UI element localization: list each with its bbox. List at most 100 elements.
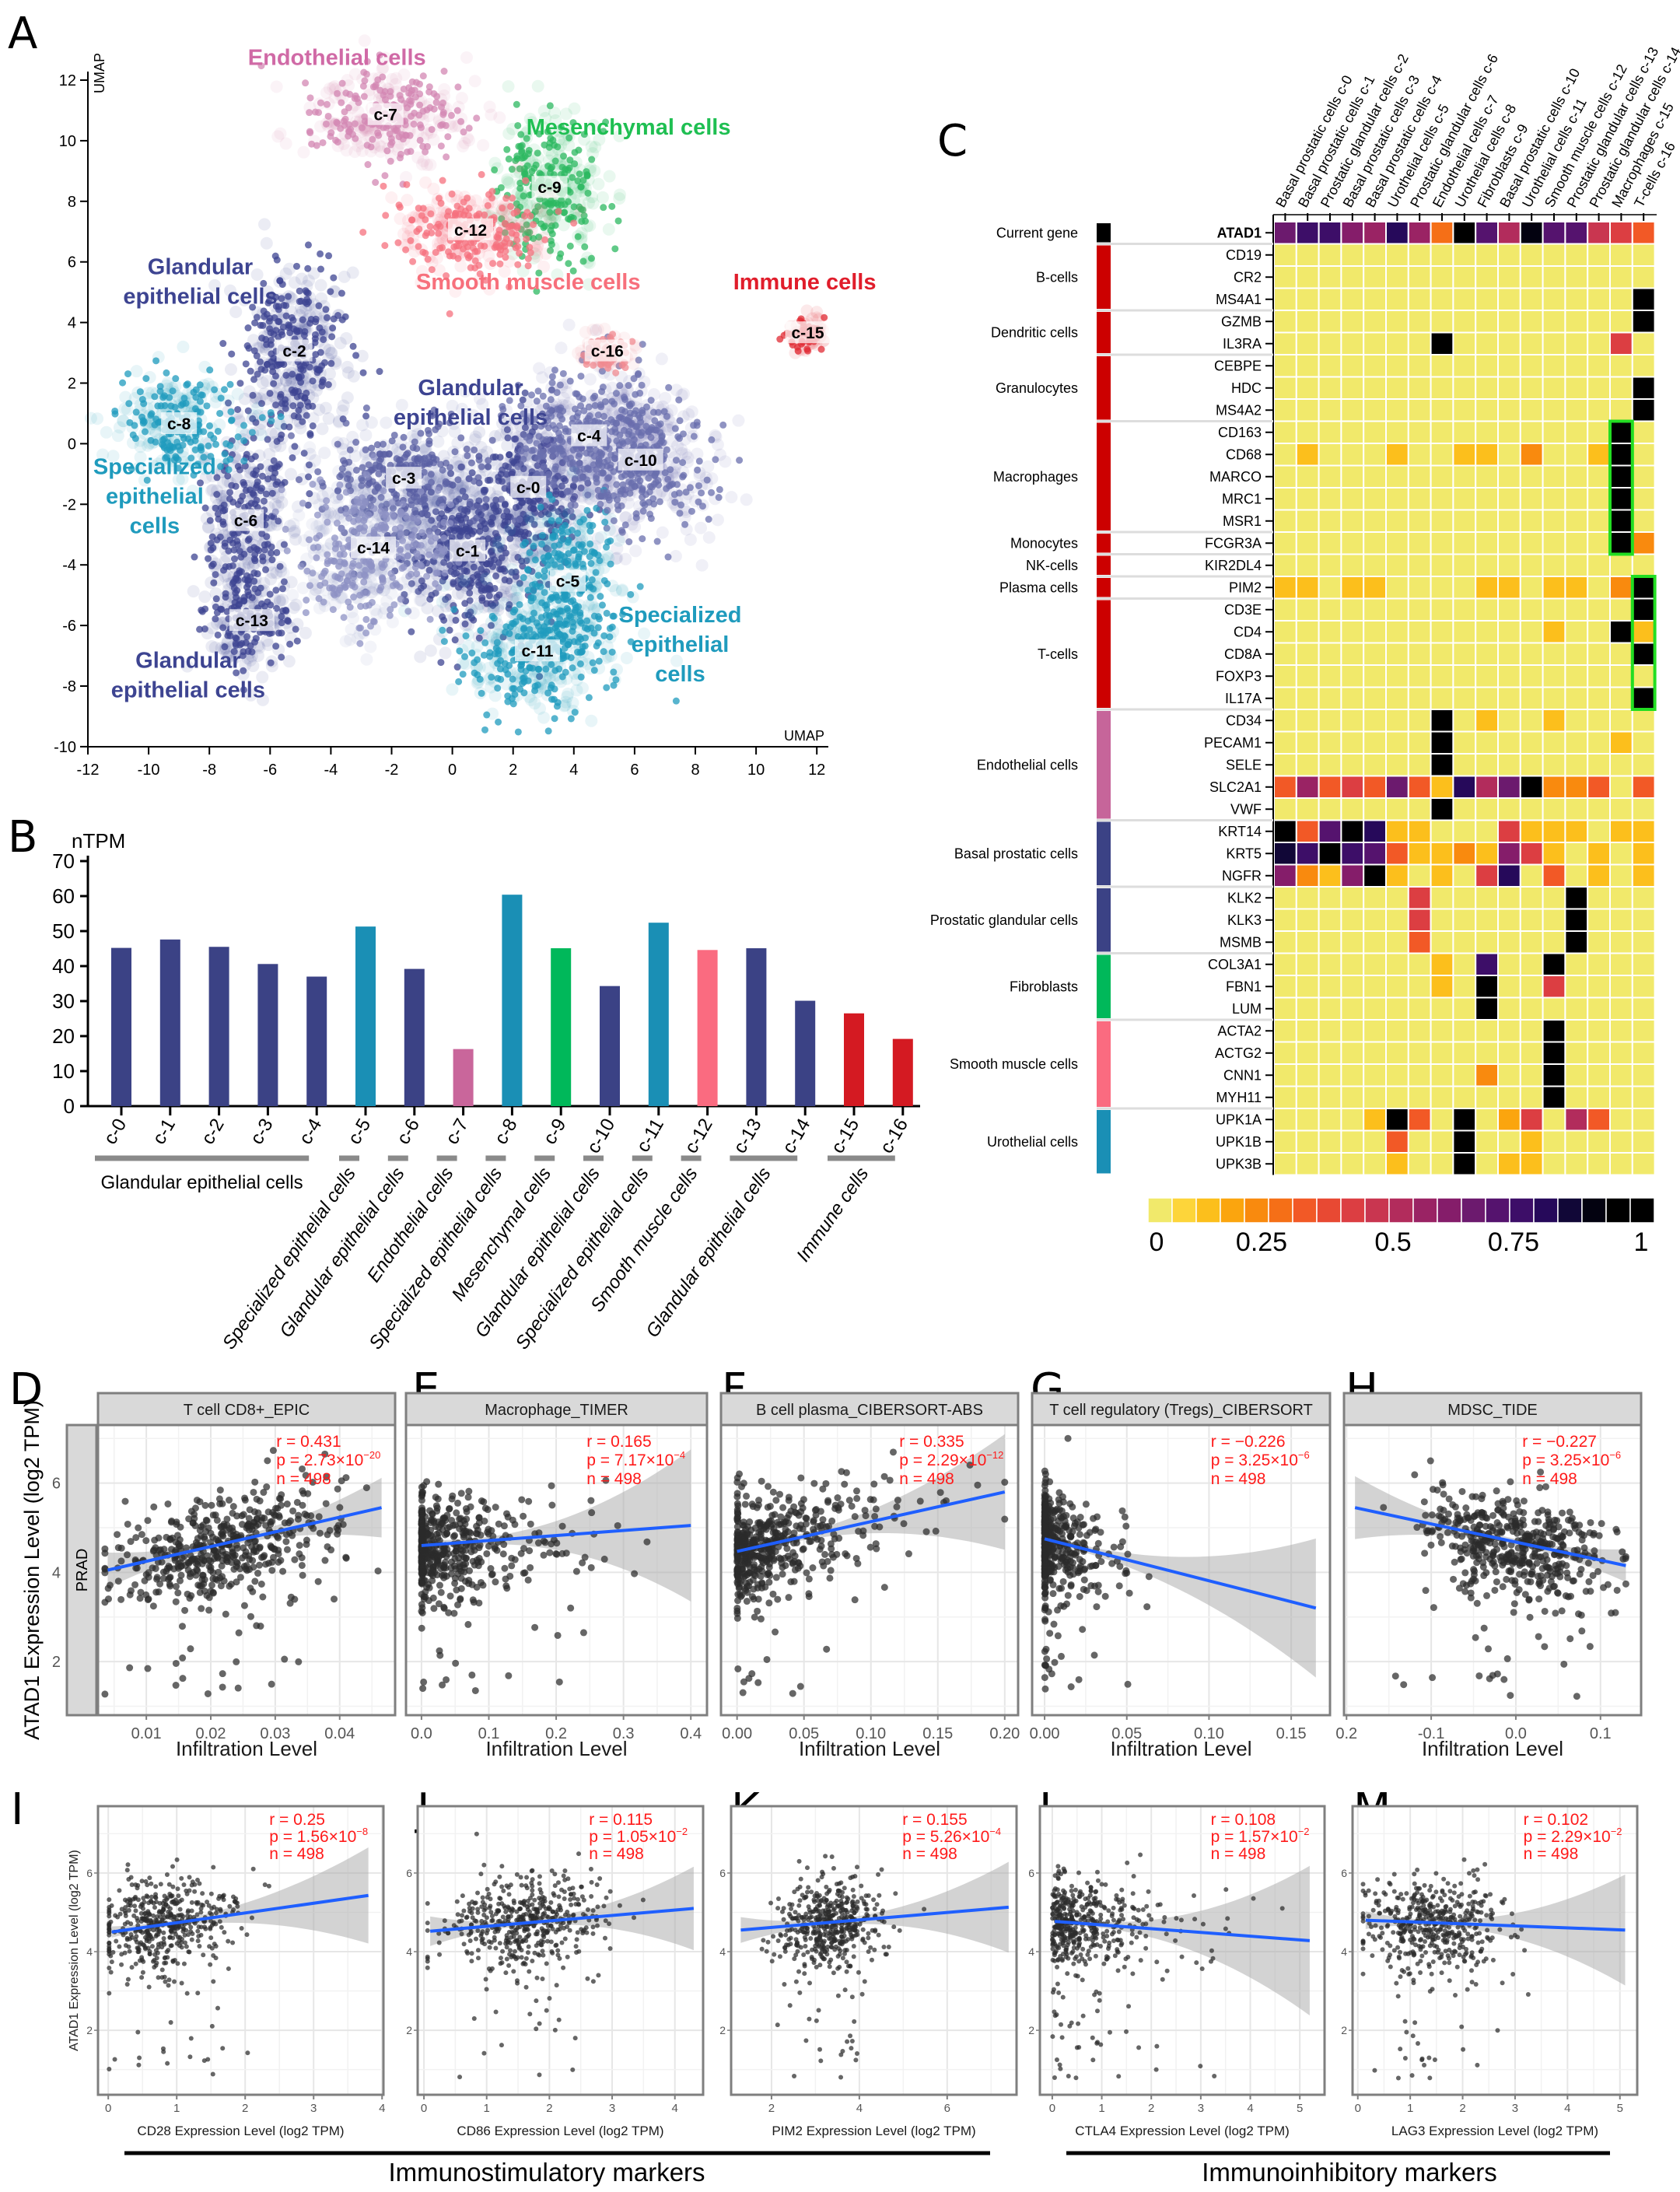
umap-point [237, 553, 245, 561]
umap-point [614, 502, 621, 509]
umap-point [254, 570, 261, 578]
umap-point [125, 400, 133, 408]
umap-point [693, 422, 701, 429]
umap-point-halo [656, 526, 669, 539]
umap-point [496, 453, 504, 461]
umap-point-halo [468, 75, 481, 88]
umap-point [247, 455, 255, 463]
umap-point [660, 408, 668, 415]
umap-point-halo [415, 594, 428, 607]
umap-point [497, 184, 505, 191]
umap-point-halo [460, 51, 473, 64]
umap-point-halo [551, 499, 565, 513]
umap-point [626, 489, 634, 497]
umap-point [222, 440, 230, 448]
umap-point-halo [695, 559, 709, 572]
umap-point [285, 292, 292, 300]
umap-point [169, 387, 177, 395]
umap-point [217, 394, 225, 402]
umap-point [426, 595, 434, 603]
umap-point [258, 414, 266, 422]
umap-point [498, 478, 506, 485]
umap-point [682, 488, 690, 496]
umap-point [650, 426, 658, 434]
umap-point-halo [603, 170, 616, 183]
umap-point [387, 157, 394, 165]
umap-point [516, 184, 524, 192]
umap-point-halo [254, 428, 268, 441]
umap-point [491, 584, 499, 592]
umap-point [410, 121, 418, 128]
umap-point [381, 172, 389, 180]
umap-point-halo [247, 409, 260, 422]
umap-point [698, 502, 706, 510]
umap-point [595, 455, 603, 463]
umap-point [581, 243, 589, 250]
umap-point [562, 166, 569, 173]
umap-point [312, 318, 320, 326]
umap-point [485, 457, 492, 464]
umap-point [543, 436, 551, 443]
umap-point [360, 93, 368, 100]
umap-point [527, 504, 535, 512]
umap-point [216, 533, 224, 541]
umap-point [227, 417, 235, 425]
umap-point [413, 445, 421, 453]
umap-point [614, 217, 622, 225]
umap-point [519, 396, 527, 404]
umap-point [465, 525, 473, 533]
umap-point [437, 142, 445, 150]
umap-point [538, 531, 546, 539]
umap-point [564, 198, 572, 205]
umap-point [368, 444, 376, 452]
umap-point [263, 533, 271, 541]
umap-point [470, 517, 478, 525]
umap-point [625, 478, 633, 485]
umap-point [551, 366, 558, 374]
umap-point [565, 536, 572, 544]
umap-point-halo [711, 513, 724, 527]
umap-point [535, 432, 543, 440]
umap-point [341, 460, 349, 467]
umap-point [408, 628, 415, 636]
umap-point [603, 488, 611, 496]
umap-point [277, 413, 285, 421]
umap-point [521, 389, 529, 397]
umap-point-halo [386, 72, 399, 86]
umap-point [293, 328, 301, 336]
umap-point [216, 409, 224, 417]
umap-point [443, 153, 450, 161]
umap-point [372, 179, 380, 187]
umap-point [183, 381, 191, 389]
umap-point [492, 572, 500, 580]
umap-point [705, 516, 712, 523]
umap-point [322, 306, 330, 313]
umap-point [240, 457, 248, 465]
umap-point [299, 316, 306, 324]
umap-point-halo [341, 360, 354, 373]
umap-point [400, 433, 408, 441]
umap-point [534, 387, 542, 395]
umap-point [636, 477, 644, 485]
umap-point [530, 542, 537, 550]
umap-point [416, 121, 424, 129]
umap-point [207, 431, 215, 439]
umap-point [585, 403, 593, 411]
umap-point [583, 506, 591, 514]
umap-point-halo [599, 383, 612, 396]
umap-point [221, 450, 229, 458]
umap-point [612, 390, 620, 397]
umap-point [359, 369, 367, 376]
umap-point [304, 264, 312, 272]
umap-point [397, 150, 404, 158]
umap-point [575, 146, 583, 154]
umap-point [576, 450, 583, 458]
umap-point [528, 446, 536, 454]
umap-point [586, 446, 593, 453]
umap-point [519, 562, 527, 570]
umap-point [271, 372, 279, 380]
umap-point [565, 215, 572, 222]
umap-point [157, 402, 165, 410]
umap-point [406, 96, 414, 104]
umap-point [416, 136, 424, 144]
